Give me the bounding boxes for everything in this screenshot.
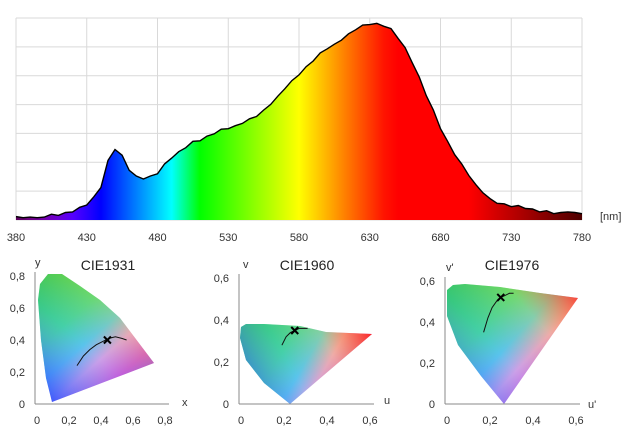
y-tick-label: 0,2 (420, 358, 435, 370)
chromaticity-point-marker (103, 335, 112, 345)
y-tick-label: 0,6 (214, 273, 229, 285)
y-tick-label: 0 (223, 399, 229, 411)
y-tick-label: 0 (429, 399, 435, 411)
x-tick-label: 0,2 (482, 415, 497, 427)
spectrum-x-tick-label: 680 (431, 232, 449, 244)
x-tick-label: 0,4 (525, 415, 540, 427)
y-axis-label: y (35, 257, 41, 269)
x-axis-label: u (384, 395, 390, 407)
x-axis-label: x (182, 397, 188, 409)
y-axis-label: v' (446, 262, 454, 274)
y-axis-label: v (243, 259, 249, 271)
chromaticity-point-marker (496, 293, 505, 302)
spectrum-x-tick-label: 780 (573, 232, 591, 244)
x-tick-label: 0 (34, 415, 40, 427)
y-tick-label: 0 (19, 399, 25, 411)
spectrum-line (15, 22, 583, 219)
y-tick-label: 0,4 (214, 315, 229, 327)
y-tick-label: 0,4 (10, 335, 25, 347)
y-tick-label: 0,2 (10, 367, 25, 379)
color-gamut-overlay (38, 274, 154, 402)
x-tick-label: 0,2 (276, 415, 291, 427)
x-tick-label: 0 (444, 415, 450, 427)
x-tick-label: 0,8 (157, 415, 172, 427)
x-tick-label: 0,6 (362, 415, 377, 427)
y-tick-label: 0,2 (214, 357, 229, 369)
color-gamut-overlay (447, 284, 578, 404)
spectrum-chart: 380 430 480 530 580 630 680 730 780 [nm] (7, 17, 621, 244)
spectrum-x-tick-label: 480 (148, 232, 166, 244)
color-gamut-overlay (240, 324, 372, 404)
x-tick-label: 0,2 (61, 415, 76, 427)
cie1960-diagram: CIE1960 u v 0 0,2 0,4 0,6 0 0,2 0,4 0,6 (214, 257, 390, 427)
x-tick-label: 0,6 (125, 415, 140, 427)
y-tick-label: 0,6 (420, 276, 435, 288)
x-tick-label: 0 (238, 415, 244, 427)
x-tick-label: 0,4 (93, 415, 108, 427)
planckian-locus (76, 336, 127, 366)
x-tick-label: 0,6 (568, 415, 583, 427)
y-tick-label: 0,6 (10, 303, 25, 315)
x-tick-label: 0,4 (319, 415, 334, 427)
chromaticity-point-marker (290, 326, 299, 335)
spectrum-area (16, 23, 582, 221)
spectrum-x-unit: [nm] (600, 211, 621, 223)
y-tick-label: 0,8 (10, 271, 25, 283)
spectrum-x-tick-label: 630 (361, 232, 379, 244)
spectrum-x-tick-labels: 380 430 480 530 580 630 680 730 780 (7, 232, 591, 244)
spectrum-x-tick-label: 730 (502, 232, 520, 244)
diagram-title: CIE1931 (81, 257, 136, 273)
x-axis-label: u' (588, 399, 596, 411)
diagram-title: CIE1976 (485, 257, 540, 273)
spectrum-x-tick-label: 530 (219, 232, 237, 244)
cie1976-diagram: CIE1976 u' v' 0 0,2 0,4 0,6 0 0,2 0,4 0,6 (420, 257, 597, 427)
spectrum-x-tick-label: 580 (290, 232, 308, 244)
spectrum-x-tick-label: 430 (78, 232, 96, 244)
cie1931-diagram: CIE1931 x y 0 0,2 0,4 0,6 0,8 0 0,2 0,4 0,6 0,8 (10, 257, 188, 427)
spectrum-x-tick-label: 380 (7, 232, 25, 244)
diagram-title: CIE1960 (280, 257, 335, 273)
y-tick-label: 0,4 (420, 317, 435, 329)
